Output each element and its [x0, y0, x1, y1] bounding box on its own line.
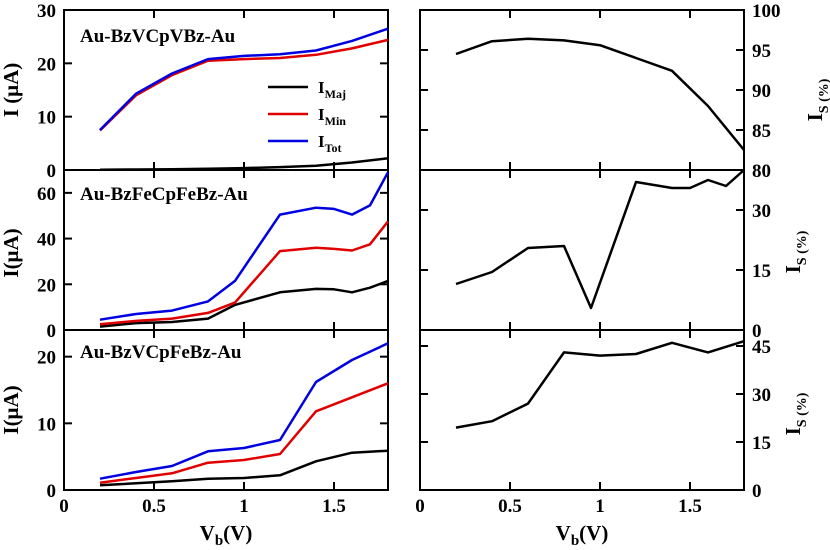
- panel-title: Au-BzVCpFeBz-Au: [80, 342, 242, 363]
- y-tick-label: 40: [37, 230, 56, 251]
- panel-left-bot: Au-BzVCpFeBz-Au 0 10 20 0 0.5 1 1.5 I(μA): [0, 329, 389, 517]
- y-axis-title-sub: S (%): [795, 392, 810, 427]
- panel-frame: [419, 169, 745, 331]
- legend-label: IMin: [318, 105, 346, 128]
- panel-frame: [419, 9, 745, 171]
- series-line-i-tot: [99, 27, 389, 131]
- y-tick-label: 20: [37, 348, 56, 369]
- legend-label: ITot: [318, 132, 342, 155]
- y-axis-title: I (μA): [0, 63, 23, 117]
- y-tick-label: 20: [37, 54, 56, 75]
- plot-area: [63, 330, 389, 490]
- series-line-i-s: [455, 169, 745, 310]
- y-tick-label: 30: [37, 1, 56, 22]
- x-axis-title-left: Vb(V): [200, 521, 253, 549]
- x-tick-label: 0: [415, 496, 425, 517]
- series-line-i-tot: [99, 342, 389, 480]
- y-ticks: 0 15 30 45: [420, 337, 771, 502]
- plot-area: [419, 169, 745, 330]
- y-ticks: 0 10 20: [37, 348, 388, 502]
- panel-frame: [419, 329, 745, 491]
- x-tick-label: 0.5: [142, 496, 166, 517]
- y-tick-label: 0: [47, 481, 57, 502]
- y-tick-label: 45: [752, 337, 771, 358]
- x-tick-label: 1.5: [678, 496, 702, 517]
- panel-right-mid: 0 15 30 IS (%): [419, 169, 810, 342]
- y-axis-title: I(μA): [0, 385, 23, 434]
- series-line-i-maj: [99, 279, 389, 328]
- y-tick-label: 80: [752, 161, 771, 182]
- plot-area: [419, 10, 745, 170]
- series-line-i-min: [99, 220, 389, 326]
- y-tick-label: 0: [752, 321, 762, 342]
- y-ticks: 0 15 30: [420, 201, 771, 342]
- y-axis-title: IS (%): [803, 78, 830, 121]
- legend: IMaj IMin ITot: [268, 78, 346, 155]
- y-tick-label: 10: [37, 414, 56, 435]
- y-axis-title-sub: S (%): [817, 78, 830, 113]
- panel-right-top: 80 85 90 95 100 IS (%): [419, 1, 830, 182]
- x-tick-label: 0.5: [498, 496, 522, 517]
- panel-title: Au-BzVCpVBz-Au: [80, 26, 236, 47]
- x-tick-label: 1.5: [322, 496, 346, 517]
- panel-frame: [63, 329, 389, 491]
- x-ticks: 0 0.5 1 1.5: [415, 496, 702, 517]
- series-line-i-maj: [99, 449, 389, 487]
- series-line-i-min: [99, 38, 389, 132]
- y-axis-title: IS (%): [781, 392, 810, 435]
- y-tick-label: 100: [752, 1, 781, 22]
- y-axis-title-main: I: [781, 427, 805, 435]
- plot-area: [63, 10, 389, 171]
- series-line-i-s: [455, 340, 745, 429]
- y-axis-title-main: I: [781, 265, 805, 273]
- panel-right-bot: 0 15 30 45 0 0.5 1 1.5 IS (%): [415, 329, 810, 517]
- y-tick-label: 0: [47, 161, 57, 182]
- y-tick-label: 0: [752, 481, 762, 502]
- y-tick-label: 85: [752, 121, 771, 142]
- plot-area: [419, 330, 745, 490]
- y-tick-label: 15: [752, 261, 771, 282]
- y-tick-label: 0: [47, 321, 57, 342]
- series-line-i-tot: [99, 171, 390, 321]
- x-axis-title-right: Vb(V): [556, 521, 609, 549]
- y-axis-title-sub: S (%): [795, 230, 810, 265]
- y-tick-label: 30: [752, 201, 771, 222]
- panel-title: Au-BzFeCpFeBz-Au: [80, 184, 248, 205]
- x-tick-label: 1: [595, 496, 605, 517]
- panel-left-mid: Au-BzFeCpFeBz-Au 0 20 40 60 I(μA): [0, 169, 390, 342]
- y-tick-label: 15: [752, 433, 771, 454]
- x-tick-label: 1: [239, 496, 249, 517]
- y-tick-label: 95: [752, 41, 771, 62]
- y-tick-label: 90: [752, 81, 771, 102]
- x-tick-label: 0: [59, 496, 69, 517]
- y-tick-label: 10: [37, 108, 56, 129]
- x-ticks: 0 0.5 1 1.5: [59, 496, 346, 517]
- legend-label: IMaj: [318, 78, 346, 101]
- y-axis-title-main: I: [803, 113, 827, 121]
- y-axis-title: IS (%): [781, 230, 810, 273]
- series-line-i-s: [455, 37, 745, 151]
- y-tick-label: 20: [37, 275, 56, 296]
- plot-area: [63, 170, 390, 330]
- series-line-i-min: [99, 382, 389, 484]
- y-axis-title: I(μA): [0, 228, 23, 277]
- y-tick-label: 30: [752, 385, 771, 406]
- panel-left-top: Au-BzVCpVBz-Au 0 10 20 30 I (μA) IMaj IMin IT…: [0, 1, 389, 182]
- y-ticks: 0 20 40 60: [37, 184, 388, 342]
- y-ticks: 80 85 90 95 100: [420, 1, 781, 182]
- y-tick-label: 60: [37, 184, 56, 205]
